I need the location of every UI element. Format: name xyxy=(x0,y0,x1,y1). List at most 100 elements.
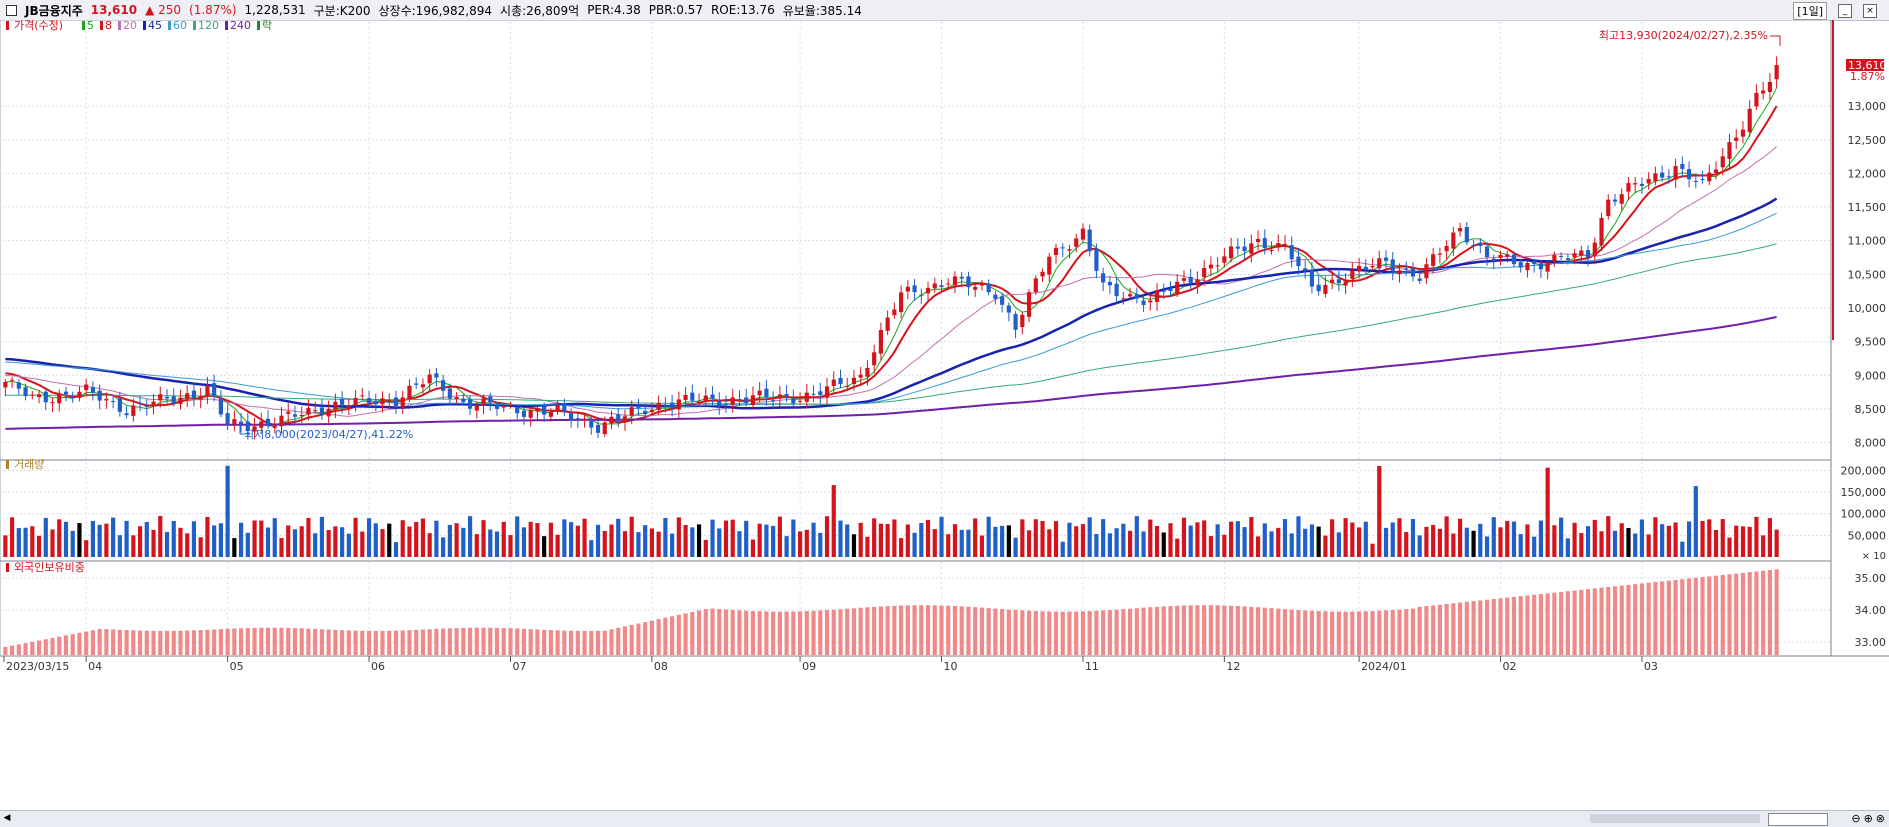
volume-bar xyxy=(1033,519,1038,557)
candle-body xyxy=(1323,284,1328,294)
foreign-bar xyxy=(690,611,695,655)
foreign-bar xyxy=(939,605,944,655)
volume-bar xyxy=(1154,526,1160,557)
candle-body xyxy=(144,405,149,408)
candle-body xyxy=(3,381,8,388)
foreign-bar xyxy=(1572,590,1577,655)
foreign-bar xyxy=(993,608,998,655)
close-icon[interactable]: × xyxy=(1863,4,1877,18)
foreign-bar xyxy=(1774,569,1779,655)
legend-swatch xyxy=(168,21,171,30)
foreign-bar xyxy=(1464,601,1469,655)
foreign-bar xyxy=(326,629,331,655)
candle-body xyxy=(542,406,547,415)
candle-body xyxy=(1215,265,1220,267)
candle-body xyxy=(959,276,964,279)
volume-bar xyxy=(622,531,628,557)
candle-body xyxy=(629,407,634,416)
volume-bar xyxy=(1350,522,1355,557)
select-checkbox[interactable] xyxy=(6,4,17,16)
minimize-icon[interactable]: _ xyxy=(1838,4,1852,18)
stock-name[interactable]: JB금융지주 xyxy=(25,3,83,18)
candle-body xyxy=(313,410,318,412)
legend-ma-20: 20 xyxy=(123,20,137,32)
volume-bar xyxy=(427,533,432,557)
volume-bar xyxy=(1653,517,1658,557)
candle-body xyxy=(515,407,520,414)
foreign-bar xyxy=(1626,584,1631,655)
legend-ma-120: 120 xyxy=(198,20,219,32)
candle-body xyxy=(1148,300,1153,303)
foreign-bar xyxy=(1424,606,1429,655)
volume-bar xyxy=(252,520,257,557)
candle-body xyxy=(1121,298,1126,300)
volume-bar xyxy=(1188,525,1193,557)
volume-bar xyxy=(3,535,8,557)
candle-body xyxy=(986,283,991,293)
candle-body xyxy=(521,410,527,417)
volume-bar xyxy=(643,525,648,557)
zoom-out-icon[interactable]: ⊖ xyxy=(1851,812,1861,825)
foreign-bar xyxy=(1208,605,1213,655)
foreign-bar xyxy=(117,629,122,655)
scroll-track[interactable] xyxy=(1590,814,1760,823)
candle-body xyxy=(925,287,931,294)
candle-body xyxy=(905,286,910,292)
low-marker-arrow xyxy=(239,424,250,435)
foreign-bar xyxy=(1060,611,1065,655)
foreign-bar xyxy=(1181,605,1187,655)
foreign-bar xyxy=(784,611,789,655)
legend-ma-240: 240 xyxy=(230,20,251,32)
volume-bar xyxy=(542,536,547,557)
foreign-bar xyxy=(1761,570,1766,655)
volume-bar xyxy=(1713,529,1719,557)
zoom-reset-icon[interactable]: ⊗ xyxy=(1875,812,1885,825)
foreign-bar xyxy=(1262,607,1267,655)
volume-bar xyxy=(670,533,675,557)
high-marker-arrow xyxy=(1770,35,1781,46)
price-tick-label: 12,500 xyxy=(1848,134,1887,147)
period-selector[interactable]: [1일] xyxy=(1793,2,1827,20)
volume-bar xyxy=(306,517,311,557)
scroll-left-icon[interactable]: ◀ xyxy=(3,813,11,823)
volume-bar xyxy=(730,519,735,557)
volume-bar xyxy=(43,517,48,557)
annotations: 최고13,930(2024/02/27),2.35% 최저8,000(2023/… xyxy=(239,20,1887,441)
foreign-bar xyxy=(1437,604,1442,655)
foreign-bar xyxy=(299,628,304,655)
volume-bar xyxy=(212,525,217,557)
volume-bar xyxy=(663,517,668,557)
candle-body xyxy=(1134,294,1139,299)
candle-body xyxy=(360,395,365,397)
scroll-thumb[interactable] xyxy=(1768,813,1828,826)
volume-bar xyxy=(555,534,560,557)
foreign-bar xyxy=(562,630,567,655)
candle-body xyxy=(791,398,796,404)
candle-body xyxy=(488,396,493,403)
candle-body xyxy=(218,398,223,415)
candle-body xyxy=(279,415,284,427)
foreign-bar xyxy=(427,629,432,655)
ma45-line xyxy=(5,197,1778,410)
foreign-bar xyxy=(407,630,412,655)
foreign-bar xyxy=(1713,575,1719,655)
stock-chart[interactable]: 8,000 8,500 9,000 9,500 10,000 10,500 11,000 11… xyxy=(0,20,1889,810)
candle-body xyxy=(1222,256,1227,263)
volume-bar xyxy=(777,516,782,557)
foreign-bar xyxy=(151,630,156,655)
candle-body xyxy=(777,394,782,399)
zoom-in-icon[interactable]: ⊕ xyxy=(1863,812,1873,825)
foreign-bar xyxy=(50,637,55,655)
volume-bar xyxy=(1646,534,1651,557)
foreign-bar xyxy=(1673,579,1678,655)
volume-bar xyxy=(84,540,89,557)
candle-body xyxy=(973,286,978,290)
candle-body xyxy=(643,410,648,415)
candle-body xyxy=(670,402,675,408)
volume-bar xyxy=(1242,527,1247,557)
price-tick-label: 12,000 xyxy=(1848,167,1887,180)
foreign-bar xyxy=(1074,611,1079,655)
volume-tick-label: 50,000 xyxy=(1848,529,1887,542)
candle-body xyxy=(508,404,513,406)
candle-body xyxy=(1437,253,1442,255)
